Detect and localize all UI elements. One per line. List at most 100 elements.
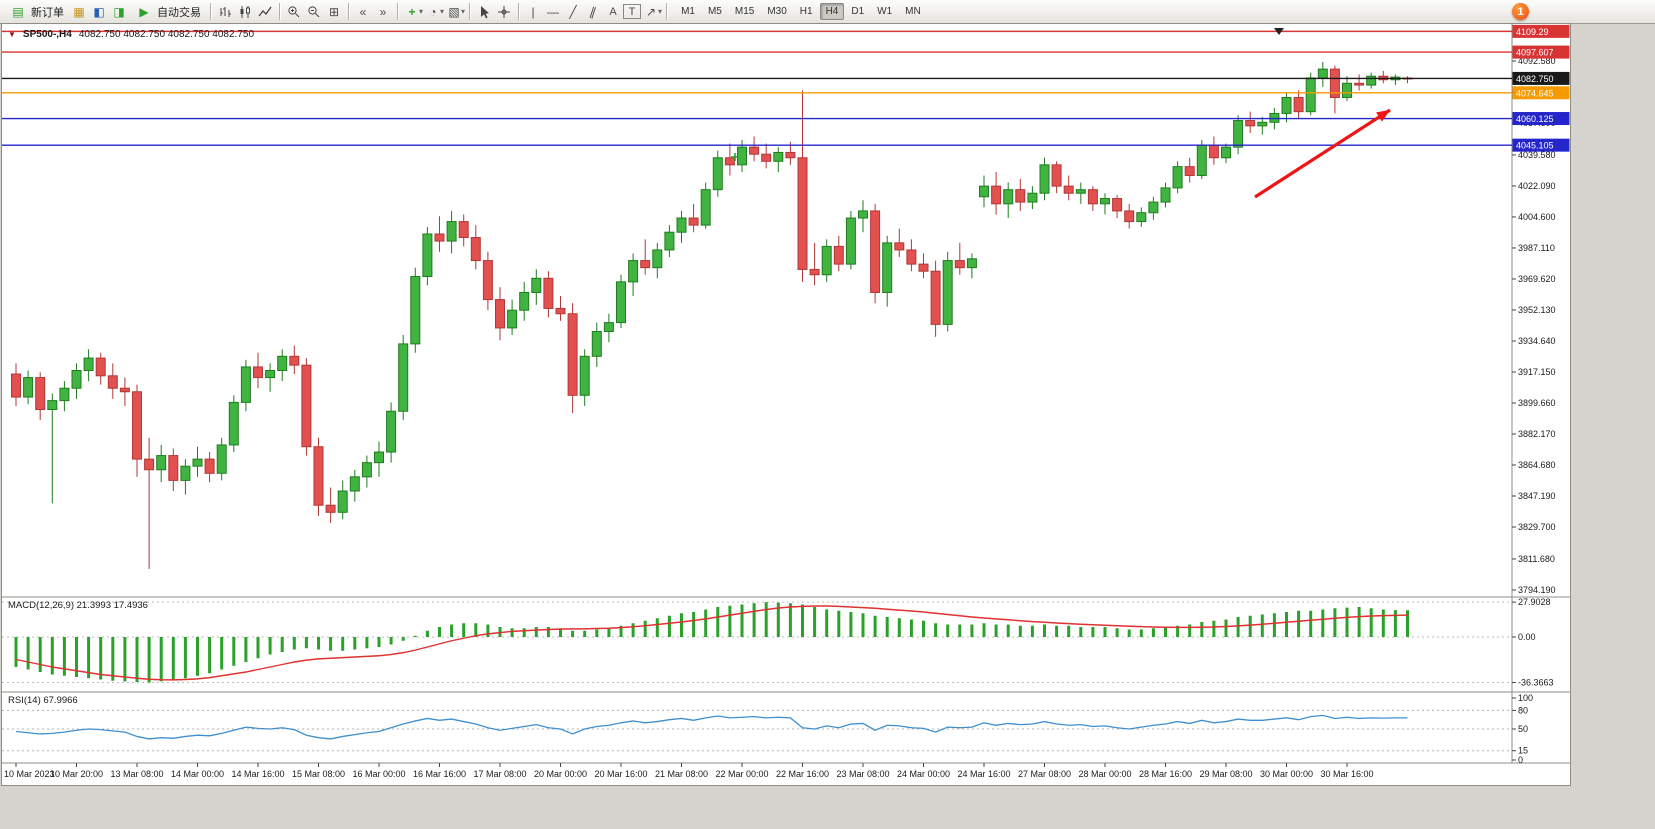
svg-text:27.9028: 27.9028 [1518,597,1551,607]
channel-tool-icon[interactable]: ∥ [588,3,599,20]
chart-symbol-label: SP500-,H4 [22,29,72,40]
svg-text:20 Mar 16:00: 20 Mar 16:00 [594,769,647,779]
svg-text:3811.680: 3811.680 [1518,554,1555,564]
svg-text:3794.190: 3794.190 [1518,585,1556,595]
price-badge: 4097.607 [1512,45,1570,59]
svg-text:4039.580: 4039.580 [1518,150,1556,160]
price-badge: 4074.645 [1512,86,1570,100]
svg-text:4097.607: 4097.607 [1516,48,1554,58]
timeframe-m30[interactable]: M30 [767,6,787,17]
svg-text:-36.3663: -36.3663 [1518,677,1554,687]
timeframe-mn[interactable]: MN [905,6,921,17]
main-toolbar: ▤ 新订单 ▦ ◧ ◨ ▶ 自动交易 ⊞ « » + [0,0,1655,24]
timeframe-m5[interactable]: M5 [707,6,722,17]
bar-chart-icon[interactable] [215,3,235,20]
svg-text:3952.130: 3952.130 [1518,305,1556,315]
triangle-marker [1274,28,1284,35]
svg-text:24 Mar 16:00: 24 Mar 16:00 [957,769,1010,779]
plus-marker [731,153,739,161]
arrow-shapes-tool-icon[interactable]: ↗ [646,4,657,19]
toolbar-separator [279,3,280,20]
hline-layer: 4109.29 4097.607 4082.750 4074.645 4060.125 4… [2,24,1570,152]
chart-ohlc-values: 4082.750 4082.750 4082.750 4082.750 [78,29,255,40]
svg-text:3864.680: 3864.680 [1518,460,1556,470]
timeframe-h1[interactable]: H1 [799,6,813,17]
zoom-out-icon[interactable] [304,3,324,20]
toolbar-separator [666,3,668,20]
notification-badge[interactable]: 1 [1512,3,1529,20]
timeframe-m15[interactable]: M15 [734,6,755,17]
svg-text:3987.110: 3987.110 [1518,243,1555,253]
auto-scroll-icon[interactable]: » [379,4,387,19]
grid-layer [2,24,1570,764]
timeframe-w1[interactable]: W1 [877,6,893,17]
svg-text:23 Mar 08:00: 23 Mar 08:00 [836,769,889,779]
svg-text:15: 15 [1518,746,1528,756]
svg-text:13 Mar 08:00: 13 Mar 08:00 [110,769,163,779]
text-tool-icon[interactable]: A [609,5,617,18]
templates-icon[interactable]: ▧ [448,4,460,19]
vertical-line-tool-icon[interactable]: | [531,4,535,19]
line-chart-icon[interactable] [255,3,275,20]
periods-dropdown-icon[interactable]: ▾ [440,7,445,16]
svg-text:4082.750: 4082.750 [1516,74,1554,84]
auto-trading-button[interactable]: ▶ 自动交易 [129,1,206,22]
svg-text:4004.600: 4004.600 [1518,212,1556,222]
chart-shift-icon[interactable]: « [359,4,367,19]
shapes-dropdown-icon[interactable]: ▾ [658,7,663,16]
toolbar-separator [518,3,520,20]
svg-text:4022.090: 4022.090 [1518,181,1556,191]
chart-canvas[interactable]: 4092.5804075.0904057.6004039.5804022.090… [2,24,1570,785]
templates-dropdown-icon[interactable]: ▾ [461,7,466,16]
svg-text:3829.700: 3829.700 [1518,522,1556,532]
annotation-layer [731,28,1391,199]
add-indicator-icon[interactable]: + [408,4,416,19]
svg-text:10 Mar 20:00: 10 Mar 20:00 [50,769,103,779]
text-box-tool-icon[interactable]: T [623,4,642,19]
horizontal-line-tool-icon[interactable]: — [547,4,560,19]
svg-text:30 Mar 00:00: 30 Mar 00:00 [1260,769,1313,779]
trendline-tool-icon[interactable]: ╱ [569,4,577,19]
candles-layer [11,62,1413,570]
candlestick-chart-icon[interactable] [235,3,255,20]
svg-text:16 Mar 16:00: 16 Mar 16:00 [413,769,466,779]
price-badge: 4082.750 [1512,71,1570,85]
svg-text:14 Mar 16:00: 14 Mar 16:00 [231,769,284,779]
auto-trading-icon: ▶ [139,4,149,19]
charts-icon[interactable]: ▦ [73,4,85,19]
svg-text:14 Mar 00:00: 14 Mar 00:00 [171,769,224,779]
svg-text:3899.660: 3899.660 [1518,398,1556,408]
cursor-icon[interactable] [474,3,494,20]
rsi-indicator-label: RSI(14) 67.9966 [8,695,78,706]
svg-text:0: 0 [1518,755,1523,765]
price-badge: 4045.105 [1512,138,1570,152]
chart-window: 4092.5804075.0904057.6004039.5804022.090… [1,23,1571,786]
timeframe-m1[interactable]: M1 [681,6,695,17]
tile-windows-icon[interactable]: ⊞ [328,4,340,19]
svg-text:15 Mar 08:00: 15 Mar 08:00 [292,769,345,779]
svg-text:21 Mar 08:00: 21 Mar 08:00 [655,769,708,779]
periods-icon[interactable]: ◔ [429,4,437,19]
timeframe-group: M1 M5 M15 M30 H1 H4 D1 W1 MN [675,3,927,20]
price-scale: 4092.5804075.0904057.6004039.5804022.090… [1512,56,1556,765]
add-indicator-dropdown-icon[interactable]: ▾ [419,7,424,16]
timeframe-d1[interactable]: D1 [851,6,865,17]
svg-text:16 Mar 00:00: 16 Mar 00:00 [352,769,405,779]
new-order-button[interactable]: ▤ 新订单 [3,1,69,22]
navigator-icon[interactable]: ◨ [113,4,125,19]
trend-arrow[interactable] [1254,108,1391,199]
crosshair-icon[interactable] [494,3,514,20]
svg-text:20 Mar 00:00: 20 Mar 00:00 [534,769,587,779]
price-badge: 4109.29 [1512,24,1570,38]
svg-text:3882.170: 3882.170 [1518,429,1556,439]
timeframe-h4[interactable]: H4 [819,3,845,20]
zoom-in-icon[interactable] [284,3,304,20]
toolbar-separator [348,3,349,20]
svg-text:22 Mar 00:00: 22 Mar 00:00 [715,769,768,779]
svg-text:50: 50 [1518,724,1528,734]
market-watch-icon[interactable]: ◧ [93,4,105,19]
svg-text:3847.190: 3847.190 [1518,491,1556,501]
ohlc-collapse-icon[interactable]: ▼ [8,29,16,39]
svg-text:3934.640: 3934.640 [1518,336,1556,346]
